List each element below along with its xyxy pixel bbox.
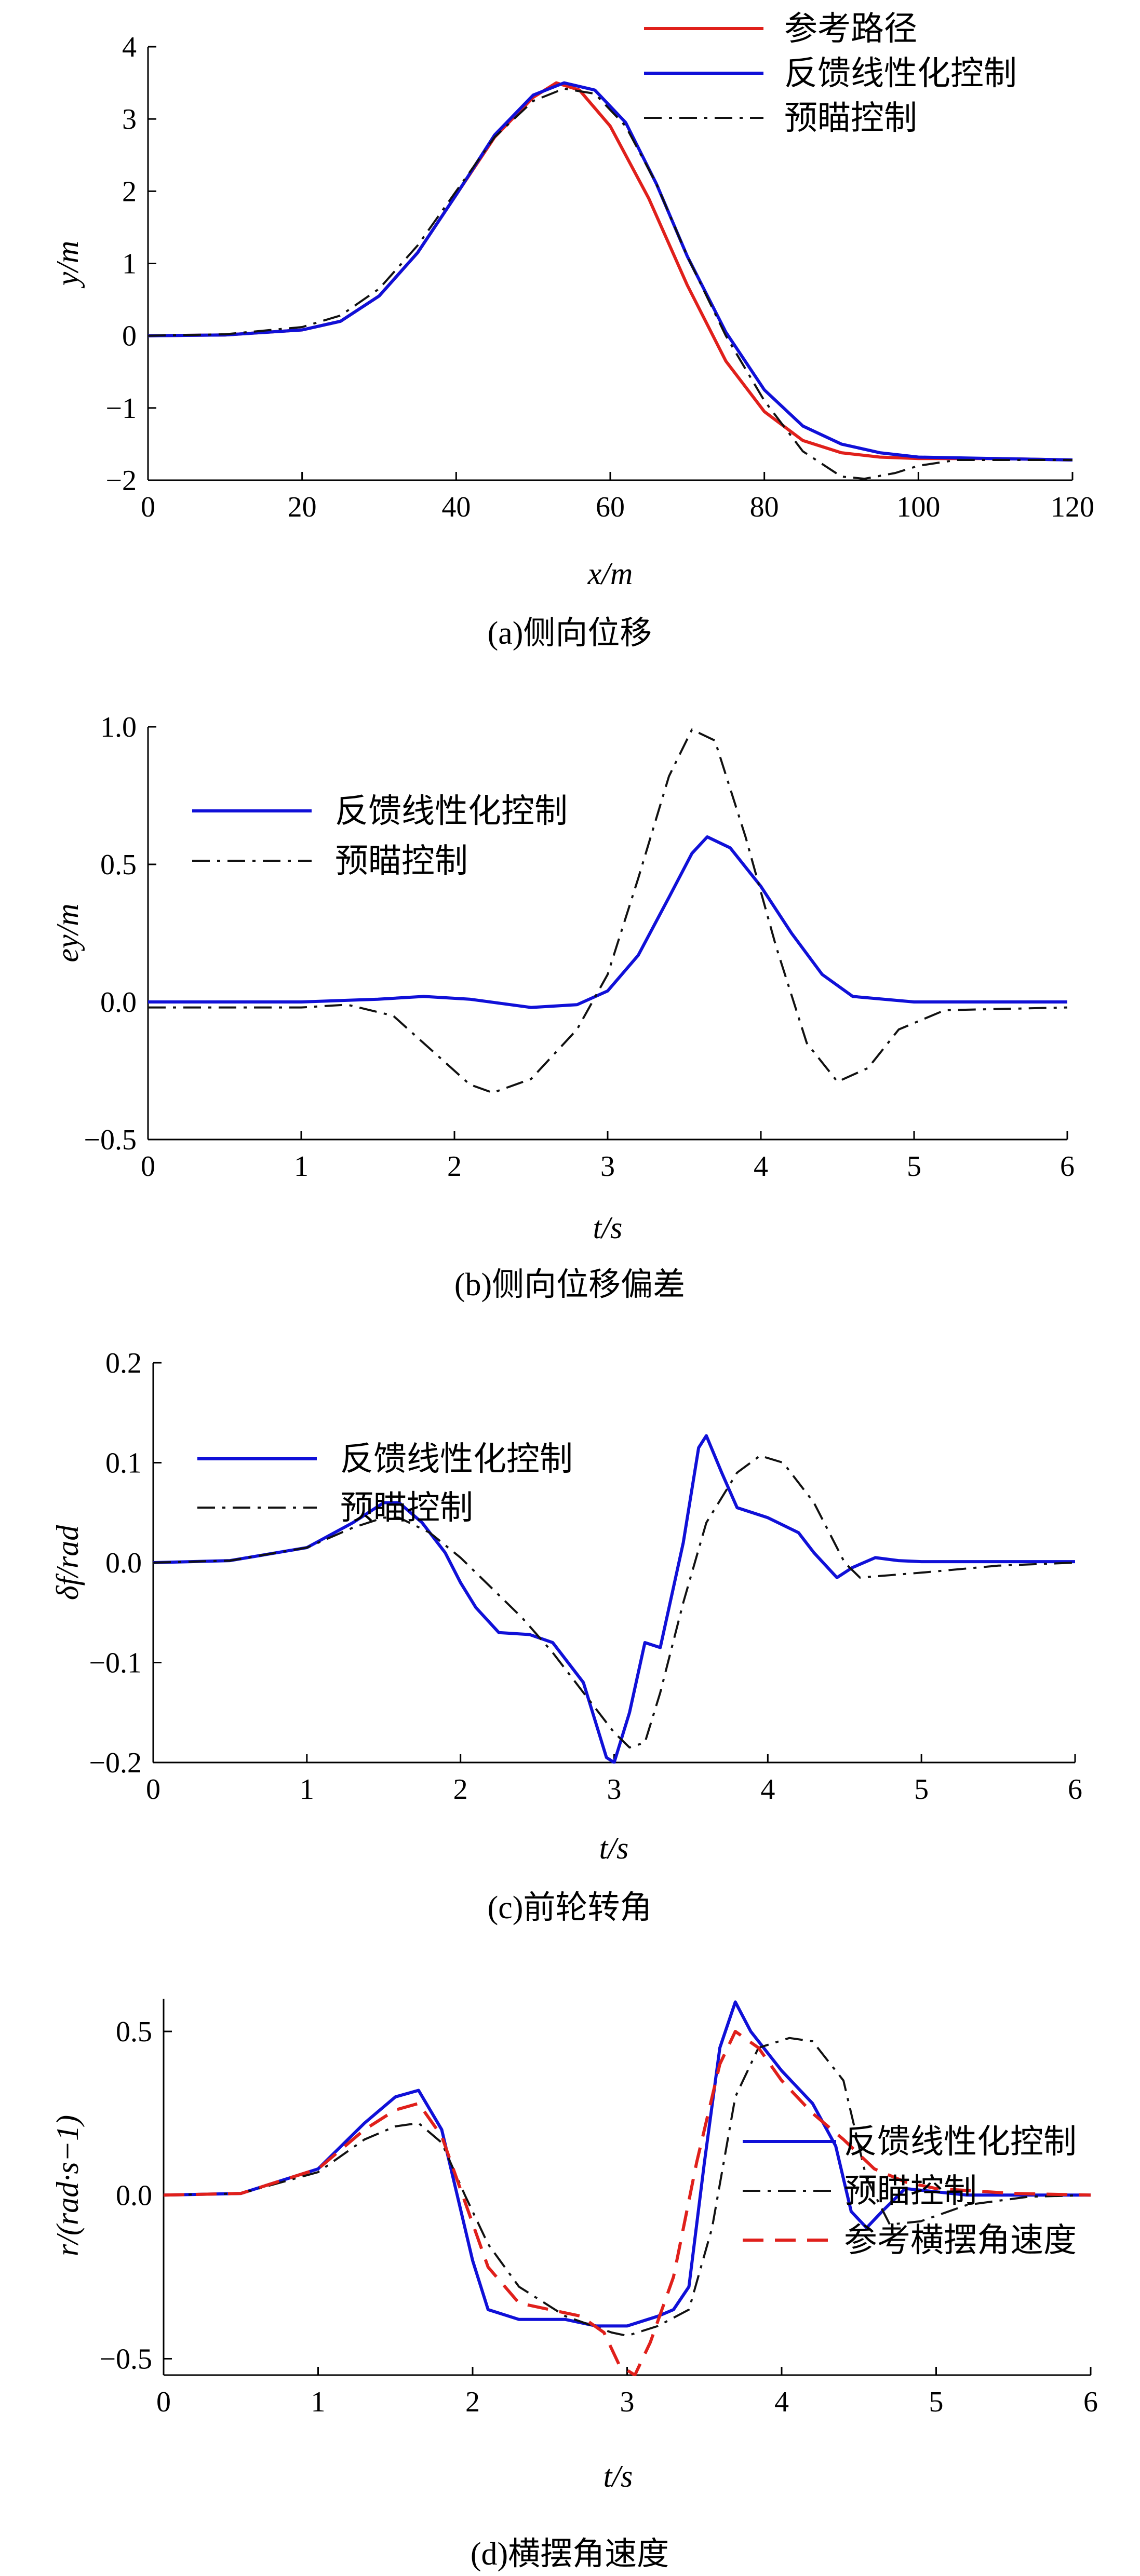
chart-d-xtick-label: 4 — [774, 2386, 789, 2418]
chart-d-legend-label-2: 预瞄控制 — [844, 2172, 977, 2211]
chart-b-ytick-label: 0.5 — [100, 849, 137, 881]
chart-a-legend-label-2: 反馈线性化控制 — [784, 55, 1017, 93]
chart-a-xtick-label: 20 — [288, 491, 317, 523]
chart-a-xtick-label: 0 — [141, 491, 155, 523]
chart-b-xlabel: t/s — [593, 1211, 623, 1245]
chart-b-legend-label-1: 反馈线性化控制 — [335, 792, 568, 831]
chart-c-ytick-label: 0.1 — [105, 1447, 142, 1480]
chart-d-xtick-label: 6 — [1083, 2386, 1098, 2418]
chart-d-ylabel: r/(rad·s−1) — [50, 2115, 85, 2256]
chart-a-xtick-label: 40 — [441, 491, 471, 523]
chart-c-ytick-label: −0.2 — [89, 1747, 142, 1779]
chart-d-series-2-line — [164, 2037, 1091, 2337]
chart-b-series-2-line — [148, 728, 1068, 1094]
chart-b-xtick-label: 3 — [600, 1150, 615, 1183]
chart-c-xtick-label: 2 — [453, 1773, 468, 1806]
chart-a-ytick-label: 4 — [122, 31, 137, 63]
chart-d-ytick-label: 0.5 — [116, 2016, 152, 2048]
chart-d-ytick-label: 0.0 — [116, 2179, 152, 2212]
chart-d-series-3-line — [164, 2030, 1091, 2376]
chart-a-xtick-label: 100 — [896, 491, 940, 523]
chart-c-xlabel: t/s — [599, 1831, 629, 1865]
chart-a-xtick-label: 120 — [1051, 491, 1094, 523]
chart-a-ytick-label: −2 — [105, 465, 137, 497]
chart-a-series-2-line — [148, 81, 1073, 462]
chart-c-xtick-label: 3 — [607, 1773, 622, 1806]
chart-d-legend-label-3: 参考横摆角速度 — [844, 2221, 1077, 2260]
chart-a-ytick-label: 3 — [122, 103, 137, 135]
chart-a-xtick-label: 60 — [596, 491, 625, 523]
chart-a-series-1-line — [148, 81, 1073, 462]
chart-d-series-1-line — [164, 2000, 1091, 2328]
chart-b-xtick-label: 2 — [447, 1150, 462, 1183]
chart-c-ytick-label: 0.0 — [105, 1547, 142, 1579]
chart-d-legend-label-1: 反馈线性化控制 — [844, 2123, 1077, 2161]
chart-panel-d: (d)横摆角速度 t/s r/(rad·s−1) 0 1 2 3 4 5 6 −0.5 0.0 0… — [0, 1968, 1140, 2576]
chart-c-xtick-label: 6 — [1068, 1773, 1082, 1806]
chart-a-ylabel: y/m — [50, 241, 85, 289]
chart-d-caption: (d)横摆角速度 — [471, 2537, 669, 2572]
chart-c-svg: (c)前轮转角 t/s δf/rad 0 1 2 3 4 5 6 −0.2 −0.1 0.0 0.1… — [50, 1347, 1082, 1926]
chart-d-ytick-label: −0.5 — [99, 2343, 152, 2375]
chart-panel-c: (c)前轮转角 t/s δf/rad 0 1 2 3 4 5 6 −0.2 −0.1 0.0 0.1… — [0, 1329, 1140, 1968]
chart-b-xtick-label: 4 — [754, 1150, 768, 1183]
chart-panel-b: (b)侧向位移偏差 t/s ey/m 0 1 2 3 4 5 6 −0.5 0.0 0.5 1.0 反… — [0, 675, 1140, 1329]
chart-d-xtick-label: 1 — [311, 2386, 326, 2418]
chart-a-xlabel: x/m — [587, 557, 633, 591]
chart-d-xtick-label: 5 — [929, 2386, 944, 2418]
chart-c-xtick-label: 5 — [914, 1773, 929, 1806]
chart-c-xtick-label: 0 — [146, 1773, 160, 1806]
chart-c-ylabel: δf/rad — [50, 1525, 85, 1601]
chart-b-ylabel: ey/m — [50, 903, 85, 962]
chart-b-xtick-label: 5 — [907, 1150, 921, 1183]
chart-c-ytick-label: 0.2 — [105, 1347, 142, 1379]
chart-b-caption: (b)侧向位移偏差 — [454, 1267, 685, 1303]
chart-c-ytick-label: −0.1 — [89, 1647, 142, 1679]
chart-a-ytick-label: 2 — [122, 175, 137, 208]
chart-c-legend-label-1: 反馈线性化控制 — [340, 1440, 573, 1479]
chart-a-legend-label-1: 参考路径 — [784, 10, 917, 48]
chart-a-ytick-label: 1 — [122, 248, 137, 280]
chart-d-xtick-label: 3 — [620, 2386, 635, 2418]
chart-a-svg: (a)侧向位移 x/m y/m 0 20 40 60 80 100 120 −2 −1 0 1 2 3 4… — [50, 10, 1094, 651]
chart-c-series-2-line — [153, 1455, 1076, 1749]
chart-panel-a: (a)侧向位移 x/m y/m 0 20 40 60 80 100 120 −2 −1 0 1 2 3 4… — [0, 0, 1140, 675]
chart-c-xtick-label: 1 — [300, 1773, 314, 1806]
chart-a-series-3-line — [148, 87, 1072, 480]
chart-b-svg: (b)侧向位移偏差 t/s ey/m 0 1 2 3 4 5 6 −0.5 0.0 0.5 1.0 反… — [50, 711, 1075, 1303]
chart-a-ytick-label: 0 — [122, 320, 137, 352]
chart-b-ytick-label: −0.5 — [84, 1124, 137, 1156]
chart-b-ytick-label: 0.0 — [100, 986, 137, 1019]
chart-b-series-1-line — [148, 835, 1067, 1009]
chart-b-legend-label-2: 预瞄控制 — [335, 842, 468, 880]
chart-d-svg: (d)横摆角速度 t/s r/(rad·s−1) 0 1 2 3 4 5 6 −0.5 0.0 0… — [50, 1999, 1098, 2572]
chart-a-xtick-label: 80 — [750, 491, 779, 523]
chart-d-xtick-label: 0 — [156, 2386, 171, 2418]
chart-a-caption: (a)侧向位移 — [488, 616, 652, 651]
chart-b-xtick-label: 6 — [1060, 1150, 1075, 1183]
chart-b-ytick-label: 1.0 — [100, 711, 137, 743]
chart-c-xtick-label: 4 — [760, 1773, 775, 1806]
chart-d-xtick-label: 2 — [465, 2386, 480, 2418]
chart-c-series-1-line — [153, 1434, 1075, 1764]
chart-a-legend-label-3: 预瞄控制 — [784, 99, 917, 138]
chart-b-xtick-label: 0 — [141, 1150, 155, 1183]
chart-b-xtick-label: 1 — [294, 1150, 309, 1183]
chart-c-legend-label-2: 预瞄控制 — [340, 1489, 473, 1527]
chart-a-ytick-label: −1 — [105, 392, 137, 425]
chart-d-xlabel: t/s — [603, 2459, 633, 2493]
chart-c-caption: (c)前轮转角 — [488, 1890, 652, 1926]
